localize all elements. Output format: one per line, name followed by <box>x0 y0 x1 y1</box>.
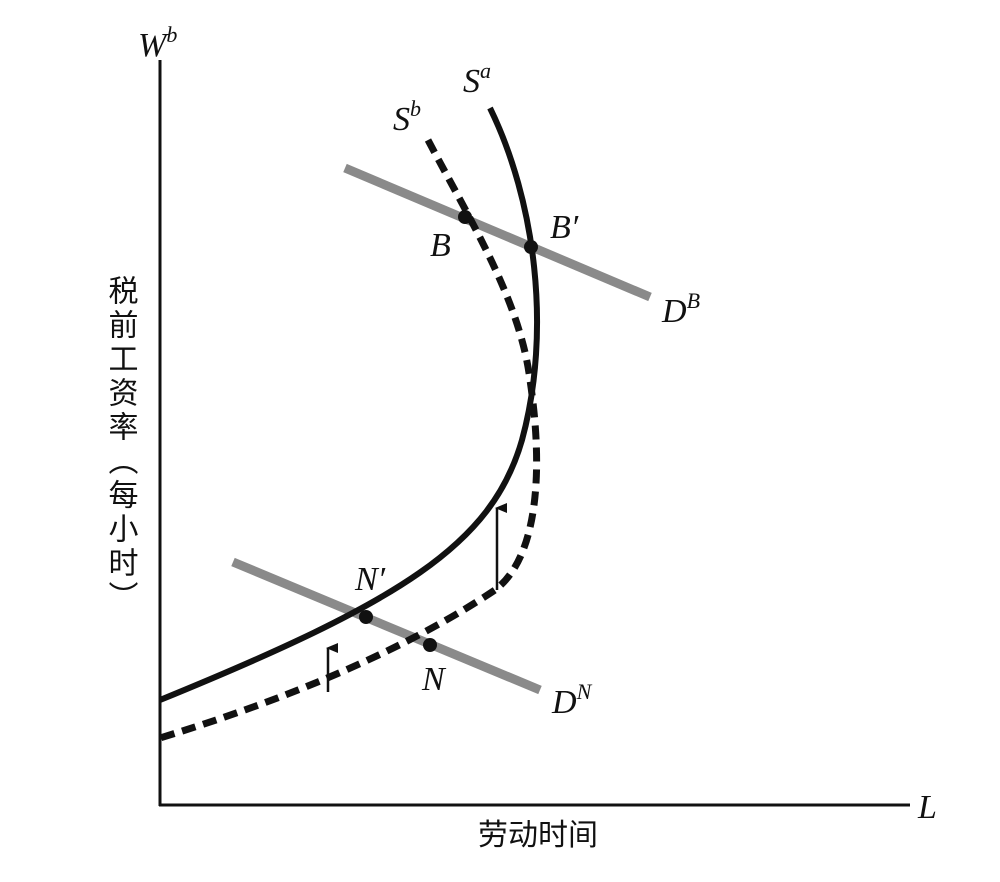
label-part: D <box>661 293 687 330</box>
supply-curve-b <box>158 138 541 742</box>
curve-label: Sb <box>393 96 421 138</box>
point-b-prime <box>524 240 538 254</box>
curve-label: DN <box>551 679 593 721</box>
point-b <box>458 210 472 224</box>
label-part: b <box>166 22 177 47</box>
label-part: D <box>551 684 577 721</box>
demand-line-n <box>231 557 542 695</box>
supply-curve-a <box>158 106 540 703</box>
curve-label: Sa <box>463 58 491 100</box>
label-part: S <box>463 63 480 100</box>
point-n-prime <box>359 610 373 624</box>
label-part: S <box>393 101 410 138</box>
label-part: a <box>480 58 491 83</box>
x-symbol: L <box>917 789 937 826</box>
label-part: N <box>576 679 593 704</box>
label-part: b <box>410 96 421 121</box>
label-part: B <box>687 288 700 313</box>
point-label: B <box>430 227 451 264</box>
x-axis-label: 劳动时间 <box>478 818 598 853</box>
point-label: N <box>421 661 447 698</box>
point-label: N′ <box>354 561 386 598</box>
label-part: W <box>138 27 169 64</box>
point-n <box>423 638 437 652</box>
demand-line-b <box>343 163 652 302</box>
point-label: B′ <box>550 209 579 246</box>
y-axis-label: 税前工资率（每小时） <box>103 275 139 615</box>
y-symbol: Wb <box>138 22 177 64</box>
curve-label: DB <box>661 288 700 330</box>
